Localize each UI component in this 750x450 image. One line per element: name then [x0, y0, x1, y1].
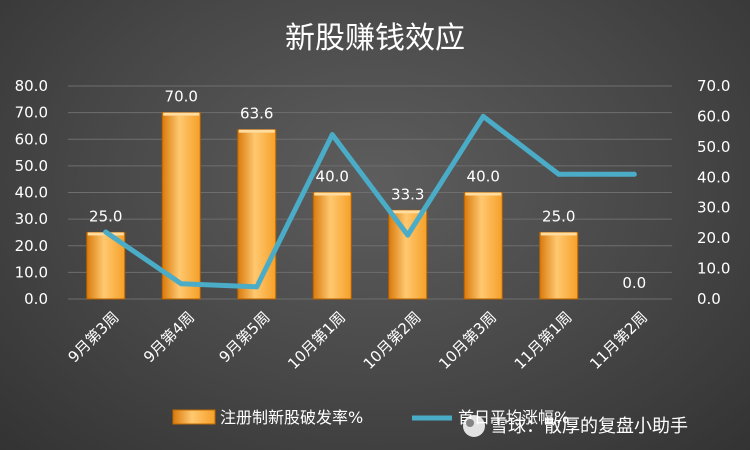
snowball-logo-icon	[463, 415, 485, 437]
watermark: 雪球：散厚的复盘小助手	[463, 415, 688, 437]
y-axis-left: 0.0 10.0 20.0 30.0 40.0 50.0 60.0 70.0 80.0	[15, 77, 48, 308]
x-tick-label: 11月第1周	[511, 308, 576, 373]
line-series	[103, 113, 637, 290]
line-point	[329, 132, 335, 138]
y-left-tick-label: 30.0	[15, 210, 48, 228]
line-point	[103, 229, 109, 235]
y-right-tick-label: 60.0	[697, 107, 730, 125]
data-labels: 25.0 70.0 63.6 40.0 33.3 40.0 25.0 0.0	[89, 88, 646, 292]
y-right-tick-label: 50.0	[697, 138, 730, 156]
line-point	[178, 281, 184, 287]
x-tick-label: 9月第3周	[65, 308, 123, 366]
y-right-tick-label: 30.0	[697, 199, 730, 217]
bar	[312, 192, 352, 300]
y-left-tick-label: 20.0	[15, 237, 48, 255]
line-point	[254, 284, 260, 290]
bar	[161, 112, 201, 300]
y-left-tick-label: 40.0	[15, 184, 48, 202]
bar-highlight	[238, 129, 275, 133]
y-right-tick-label: 0.0	[697, 290, 721, 308]
chart-title: 新股赚钱效应	[285, 21, 465, 56]
x-tick-label: 9月第4周	[140, 308, 198, 366]
y-axis-right: 0.0 10.0 20.0 30.0 40.0 50.0 60.0 70.0	[697, 77, 730, 308]
line-path	[103, 113, 637, 290]
bar	[463, 192, 503, 300]
bar-data-label: 40.0	[316, 168, 349, 186]
x-tick-label: 10月第3周	[435, 308, 500, 373]
legend: 注册制新股破发率% 首日平均涨幅%	[172, 408, 569, 427]
bar-highlight	[540, 232, 577, 236]
line-point	[480, 113, 486, 119]
y-left-tick-label: 70.0	[15, 104, 48, 122]
bar-data-label: 63.6	[240, 105, 273, 123]
bar-highlight	[389, 210, 426, 214]
bar-highlight	[465, 192, 502, 196]
y-left-tick-label: 10.0	[15, 263, 48, 281]
legend-bar-swatch	[172, 409, 216, 425]
bar-data-label: 25.0	[542, 207, 575, 225]
x-tick-label: 10月第2周	[360, 308, 425, 373]
y-left-tick-label: 60.0	[15, 130, 48, 148]
y-right-tick-label: 40.0	[697, 168, 730, 186]
legend-item-bar: 注册制新股破发率%	[172, 408, 363, 427]
x-tick-label: 10月第1周	[284, 308, 349, 373]
y-left-tick-label: 50.0	[15, 157, 48, 175]
x-tick-label: 11月第2周	[586, 308, 651, 373]
bar	[388, 209, 428, 300]
bar-data-label: 70.0	[165, 88, 198, 106]
y-right-tick-label: 70.0	[697, 77, 730, 95]
line-point	[405, 232, 411, 238]
watermark-text: 雪球：散厚的复盘小助手	[490, 416, 688, 437]
x-axis: 9月第3周 9月第4周 9月第5周 10月第1周 10月第2周 10月第3周 11月第1周 1…	[65, 308, 652, 373]
y-left-tick-label: 0.0	[24, 290, 48, 308]
y-right-tick-label: 10.0	[697, 260, 730, 278]
bar	[237, 129, 277, 300]
x-tick-label: 9月第5周	[216, 308, 274, 366]
bar-data-label: 25.0	[89, 207, 122, 225]
bar-highlight	[163, 112, 200, 116]
bar-data-label: 33.3	[391, 185, 424, 203]
line-point	[631, 171, 637, 177]
bar-data-label: 0.0	[622, 274, 646, 292]
y-left-tick-label: 80.0	[15, 77, 48, 95]
legend-item-line: 首日平均涨幅%	[412, 408, 569, 427]
bar-data-label: 40.0	[467, 168, 500, 186]
bar	[539, 231, 579, 300]
y-right-tick-label: 20.0	[697, 229, 730, 247]
legend-bar-label: 注册制新股破发率%	[220, 408, 363, 427]
bar-highlight	[314, 192, 351, 196]
legend-line-label: 首日平均涨幅%	[458, 408, 569, 427]
line-point	[556, 171, 562, 177]
